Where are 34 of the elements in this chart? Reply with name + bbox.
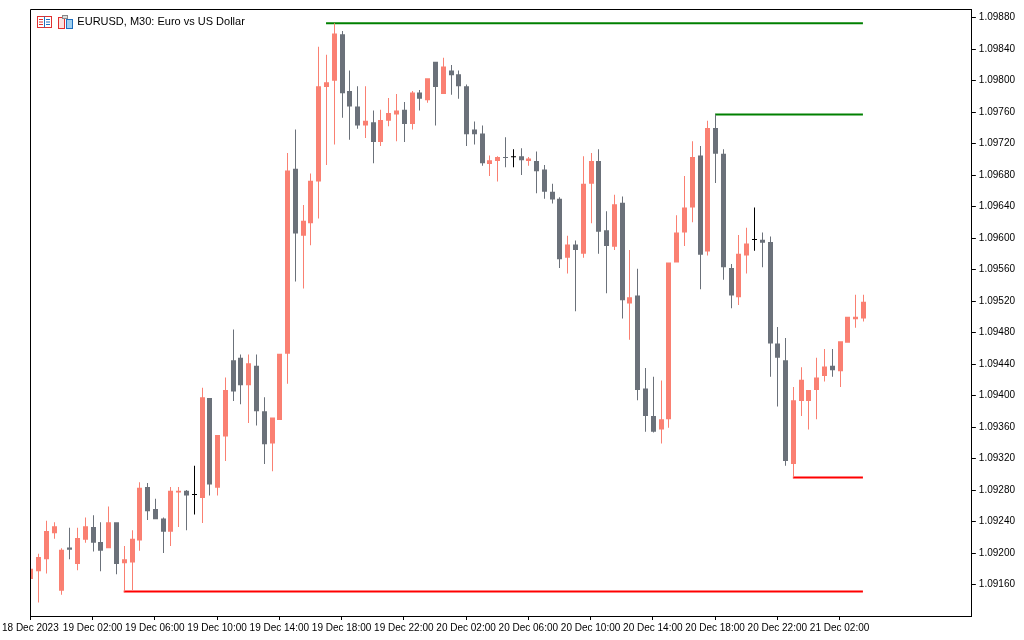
y-tick-label: 1.09600 <box>978 231 1016 243</box>
x-tick-label: 19 Dec 10:00 <box>187 621 248 633</box>
x-tick-label: 19 Dec 22:00 <box>374 621 435 633</box>
x-tick-label: 20 Dec 10:00 <box>560 621 621 633</box>
y-tick-label: 1.09640 <box>978 200 1016 212</box>
x-tick-label: 20 Dec 18:00 <box>685 621 746 633</box>
y-tick-label: 1.09840 <box>978 42 1016 54</box>
x-tick-label: 18 Dec 2023 <box>2 621 60 633</box>
text: EURUSD, M30: Euro vs US Dollar <box>77 15 246 28</box>
y-tick-label: 1.09760 <box>978 105 1016 117</box>
x-tick-label: 19 Dec 18:00 <box>311 621 372 633</box>
y-tick-label: 1.09400 <box>978 389 1016 401</box>
y-tick-label: 1.09320 <box>978 452 1016 464</box>
x-tick-label: 20 Dec 06:00 <box>498 621 559 633</box>
y-tick-label: 1.09200 <box>978 546 1016 558</box>
y-tick-label: 1.09520 <box>978 294 1016 306</box>
x-tick-label: 19 Dec 14:00 <box>249 621 310 633</box>
x-tick-label: 19 Dec 02:00 <box>62 621 123 633</box>
x-tick-label: 20 Dec 14:00 <box>623 621 684 633</box>
y-tick-label: 1.09360 <box>978 420 1016 432</box>
x-tick-label: 20 Dec 22:00 <box>747 621 808 633</box>
x-tick-label: 20 Dec 02:00 <box>436 621 497 633</box>
y-tick-label: 1.09240 <box>978 515 1016 527</box>
y-tick-label: 1.09160 <box>978 578 1016 590</box>
y-tick-label: 1.09440 <box>978 357 1016 369</box>
x-tick-label: 21 Dec 02:00 <box>809 621 870 633</box>
y-tick-label: 1.09720 <box>978 137 1016 149</box>
y-tick-label: 1.09560 <box>978 263 1016 275</box>
x-tick-label: 19 Dec 06:00 <box>125 621 186 633</box>
y-tick-label: 1.09680 <box>978 168 1016 180</box>
y-tick-label: 1.09280 <box>978 483 1016 495</box>
y-tick-label: 1.09480 <box>978 326 1016 338</box>
y-tick-label: 1.09880 <box>978 11 1016 23</box>
y-tick-label: 1.09800 <box>978 74 1016 86</box>
